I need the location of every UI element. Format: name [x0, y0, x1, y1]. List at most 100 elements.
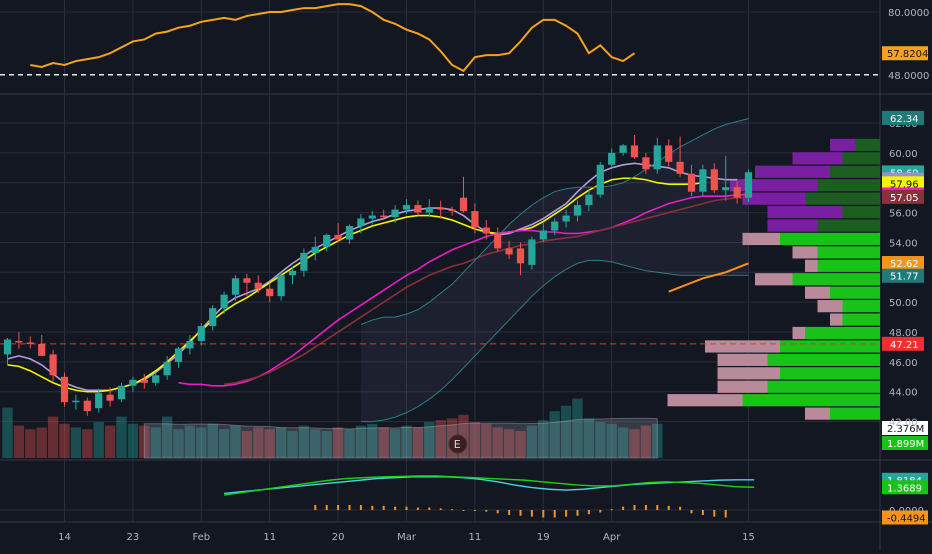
- volume-profile-up-bar: [780, 367, 880, 380]
- volume-bar: [378, 427, 389, 458]
- volume-bar: [412, 427, 424, 458]
- macd-histogram-bar: [542, 510, 545, 518]
- volume-bar: [13, 425, 25, 458]
- candle-body: [49, 354, 57, 376]
- volume-profile-up-bar: [805, 326, 880, 340]
- volume-bar: [173, 429, 184, 458]
- candle-body: [710, 169, 718, 191]
- candle-body: [357, 218, 365, 227]
- volume-bar: [640, 425, 652, 458]
- x-tick-label: 11: [469, 532, 482, 543]
- candle-body: [277, 275, 285, 297]
- volume-bar: [572, 398, 583, 458]
- candle-body: [608, 152, 616, 165]
- candle-body: [687, 173, 696, 192]
- price-badge-label: 57.96: [890, 179, 919, 190]
- price-tick-label: 48.00: [889, 328, 918, 339]
- macd-badge: [882, 510, 928, 525]
- macd-histogram-bar: [679, 506, 682, 510]
- volume-profile-down-bar: [755, 165, 830, 178]
- x-tick-label: 14: [58, 532, 71, 543]
- volume-bar: [218, 429, 230, 458]
- candle-body: [516, 248, 525, 264]
- candle-body: [744, 172, 753, 198]
- volume-bar: [287, 431, 298, 458]
- rsi-tick-label: 80.0000: [888, 8, 929, 19]
- macd-histogram-bar: [394, 506, 397, 510]
- candle-body: [528, 239, 536, 265]
- volume-bar: [310, 429, 321, 458]
- candle-body: [163, 361, 171, 376]
- candle-body: [573, 205, 582, 216]
- x-tick-label: 11: [263, 532, 276, 543]
- earnings-marker: [448, 434, 468, 454]
- macd-histogram-bar: [724, 510, 727, 518]
- price-tick-label: 44.00: [889, 388, 918, 399]
- volume-bar: [2, 407, 13, 458]
- volume-profile-up-bar: [842, 300, 880, 313]
- macd-histogram-bar: [519, 510, 522, 516]
- volume-profile-down-bar: [817, 300, 843, 313]
- volume-profile-down-bar: [792, 326, 805, 340]
- volume-profile-up-bar: [742, 394, 880, 407]
- volume-profile-down-bar: [742, 192, 805, 205]
- volume-profile-down-bar: [792, 152, 843, 165]
- macd-line: [224, 476, 755, 495]
- volume-profile-up-bar: [842, 313, 880, 326]
- volume-bar: [184, 425, 196, 458]
- x-tick-label: 19: [537, 532, 550, 543]
- macd-panel: [224, 475, 755, 518]
- candle-body: [722, 187, 730, 191]
- candle-body: [300, 252, 308, 271]
- macd-histogram-bar: [337, 505, 340, 510]
- candle-body: [174, 348, 183, 362]
- volume-bar: [127, 423, 139, 458]
- volume-badge-1: [882, 421, 928, 435]
- volume-profile-up-bar: [767, 380, 880, 393]
- price-badge-label: 52.62: [890, 259, 919, 270]
- candle-body: [653, 145, 661, 170]
- volume-profile-down-bar: [742, 232, 780, 246]
- volume-bar: [492, 427, 503, 458]
- price-series-line: [668, 262, 749, 293]
- price-tick-label: 42.00: [889, 418, 918, 429]
- volume-profile-down-bar: [667, 394, 743, 407]
- volume-bar: [207, 423, 218, 458]
- candle-body: [402, 205, 411, 210]
- macd-histogram-bar: [325, 505, 328, 510]
- macd-histogram-bar: [314, 505, 317, 510]
- candle-body: [596, 164, 604, 195]
- volume-bar: [150, 427, 161, 458]
- candle-body: [345, 226, 354, 240]
- price-tick-label: 60.00: [889, 149, 918, 160]
- volume-bar: [298, 425, 310, 458]
- macd-badge-label: -0.4494: [887, 513, 926, 524]
- candle-body: [106, 394, 114, 401]
- candle-body: [425, 208, 433, 213]
- volume-bar: [458, 414, 469, 458]
- candle-body: [551, 221, 559, 231]
- macd-histogram-bar: [656, 505, 659, 510]
- candle-body: [505, 248, 513, 255]
- x-tick-label: 23: [127, 532, 140, 543]
- volume-profile-up-bar: [817, 259, 880, 272]
- volume-bar: [264, 429, 275, 458]
- volume-bar: [253, 427, 264, 458]
- volume-profile-up-bar: [842, 205, 880, 219]
- volume-bar: [25, 429, 36, 458]
- volume-profile-down-bar: [805, 259, 818, 272]
- earnings-marker-label: E: [454, 438, 461, 451]
- volume-bar: [481, 423, 492, 458]
- volume-bar: [515, 431, 526, 458]
- volume-profile-up-bar: [767, 353, 880, 366]
- price-badge-label: 57.05: [890, 193, 919, 204]
- macd-histogram-bar: [713, 510, 716, 517]
- price-tick-label: 46.00: [889, 358, 918, 369]
- volume-bar: [595, 422, 606, 458]
- candle-body: [585, 194, 593, 206]
- candle-body: [197, 326, 205, 341]
- price-series-line: [178, 193, 749, 387]
- rsi-panel: 57.8204: [0, 3, 928, 76]
- volume-profile-up-bar: [780, 232, 880, 246]
